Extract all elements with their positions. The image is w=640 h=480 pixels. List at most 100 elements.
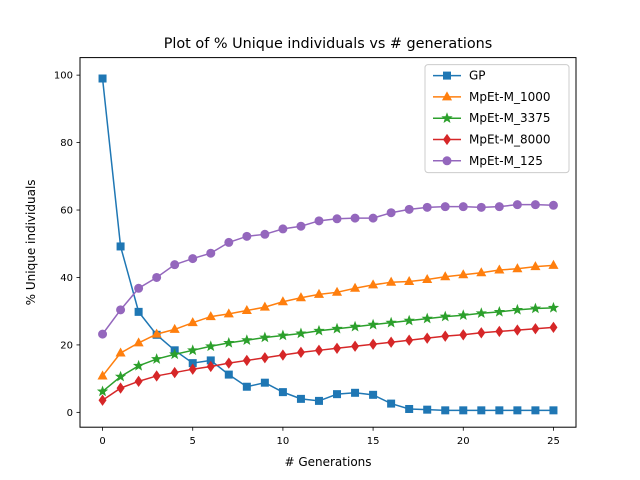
legend: GP MpEt-M_1000 MpEt-M_3375 MpEt-M_8000 MpEt-…	[424, 64, 570, 174]
data-point	[369, 338, 378, 350]
y-tick-label: 100	[54, 71, 73, 82]
data-point	[115, 347, 126, 357]
data-point	[405, 404, 414, 413]
data-point	[187, 344, 199, 356]
data-point	[369, 390, 378, 399]
plot-area	[79, 57, 577, 428]
legend-marker	[443, 71, 451, 80]
data-point	[98, 394, 107, 406]
data-point	[278, 388, 287, 397]
data-point	[549, 406, 558, 415]
data-point	[403, 314, 415, 326]
x-axis-ticks: 0 5 10 15 20 25	[99, 427, 560, 447]
data-point	[476, 267, 487, 277]
data-point	[152, 370, 161, 382]
data-point	[169, 323, 180, 333]
data-point	[530, 261, 541, 271]
data-point	[423, 332, 432, 344]
legend-label: GP	[469, 69, 486, 83]
data-point	[241, 304, 252, 315]
data-point	[260, 229, 270, 239]
data-point	[385, 316, 397, 328]
series-layer	[96, 74, 560, 415]
data-point	[187, 317, 198, 327]
x-axis-label: # Generations	[284, 455, 371, 469]
data-point	[457, 309, 469, 321]
series-MpEt-M_3375	[96, 301, 560, 397]
series-MpEt-M_8000	[98, 321, 558, 406]
data-point	[512, 263, 523, 273]
data-point	[97, 370, 108, 380]
legend-marker	[442, 133, 452, 146]
data-point	[423, 405, 432, 414]
data-point	[313, 324, 325, 336]
data-point	[529, 302, 542, 314]
data-point	[224, 370, 233, 379]
data-point	[439, 310, 451, 322]
data-point	[314, 216, 324, 226]
data-point	[349, 320, 361, 332]
data-point	[386, 276, 397, 286]
legend-marker	[441, 112, 453, 123]
data-point	[223, 308, 234, 318]
data-point	[206, 360, 215, 373]
y-tick-label: 0	[67, 408, 73, 419]
data-point	[441, 406, 450, 415]
data-point	[495, 406, 504, 415]
data-point	[495, 325, 504, 338]
data-point	[368, 279, 379, 289]
legend-marker	[441, 91, 453, 101]
legend-item: MpEt-M_1000	[433, 90, 550, 104]
x-tick-label: 10	[277, 436, 290, 447]
x-tick-label: 15	[367, 436, 380, 447]
data-point	[188, 363, 197, 375]
data-point	[134, 375, 143, 388]
y-tick-label: 80	[60, 138, 73, 149]
data-point	[170, 366, 179, 379]
y-tick-label: 40	[60, 273, 73, 284]
data-point	[332, 214, 342, 224]
y-axis-label: % Unique individuals	[24, 179, 38, 305]
data-point	[459, 329, 468, 341]
data-point	[98, 329, 108, 339]
data-point	[548, 200, 558, 210]
data-point	[134, 307, 143, 316]
data-point	[440, 271, 451, 281]
series-MpEt-M_1000	[97, 259, 559, 380]
data-point	[116, 382, 125, 394]
data-point	[116, 305, 126, 315]
data-point	[333, 342, 342, 354]
x-tick-label: 5	[190, 436, 196, 447]
data-point	[458, 269, 469, 279]
data-point	[331, 286, 343, 296]
chart-title: Plot of % Unique individuals vs # genera…	[164, 36, 493, 52]
data-point	[277, 296, 288, 306]
data-point	[475, 307, 487, 319]
data-point	[386, 208, 396, 218]
data-point	[296, 221, 306, 231]
y-tick-label: 60	[60, 206, 73, 217]
data-point	[114, 370, 127, 382]
legend-label: MpEt-M_3375	[469, 111, 550, 125]
data-point	[511, 303, 524, 315]
data-point	[278, 224, 288, 234]
data-point	[530, 200, 540, 210]
data-point	[548, 259, 559, 269]
data-point	[404, 204, 414, 214]
data-point	[531, 406, 540, 415]
data-point	[387, 399, 396, 408]
data-point	[476, 202, 486, 212]
data-point	[278, 349, 287, 361]
data-point	[152, 272, 162, 282]
data-point	[277, 329, 289, 341]
data-point	[421, 312, 433, 324]
data-point	[170, 260, 180, 270]
data-point	[151, 353, 163, 364]
legend-item: MpEt-M_3375	[433, 111, 550, 125]
data-point	[134, 283, 144, 293]
data-point	[188, 254, 198, 264]
data-point	[259, 331, 271, 343]
legend-item: GP	[433, 69, 486, 83]
data-point	[314, 396, 323, 405]
data-point	[494, 264, 505, 274]
